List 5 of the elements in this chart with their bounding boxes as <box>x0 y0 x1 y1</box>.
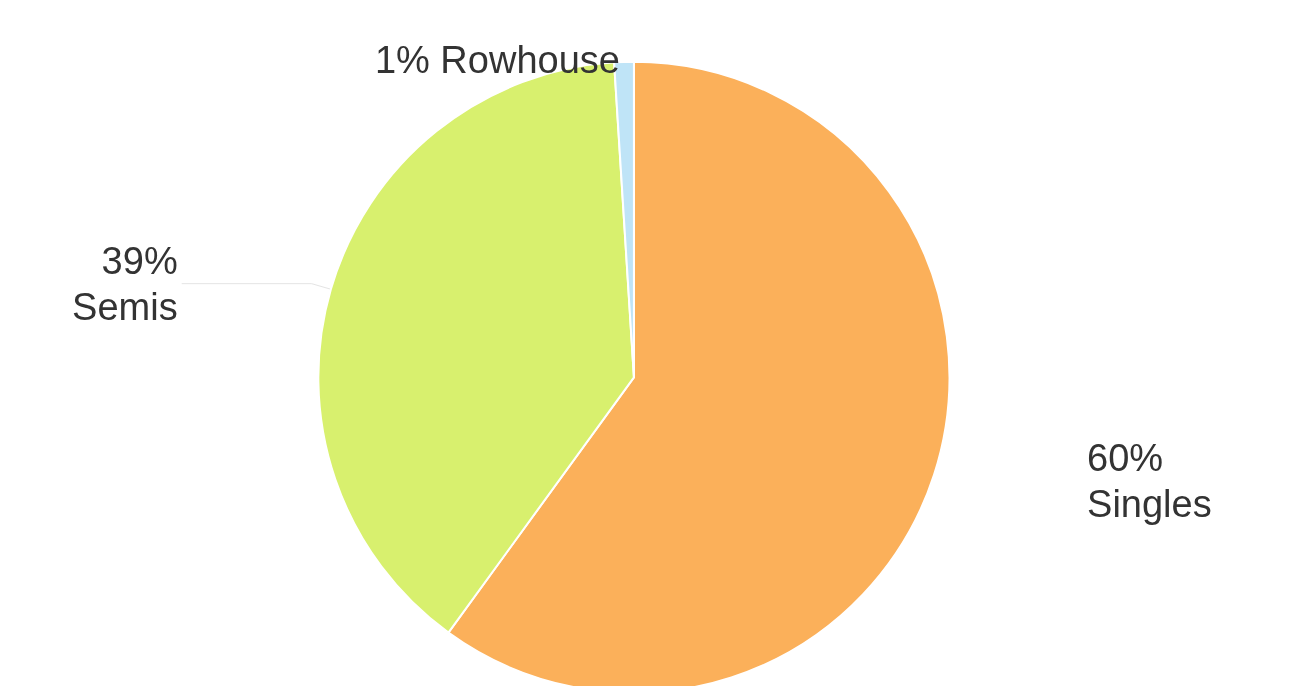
slice-label: 1% Rowhouse <box>374 38 620 81</box>
slice-label: Semis <box>72 285 178 328</box>
data-label: 39% <box>101 239 178 282</box>
slice-label: Singles <box>1087 482 1212 525</box>
data-label: 60% <box>1087 436 1164 479</box>
